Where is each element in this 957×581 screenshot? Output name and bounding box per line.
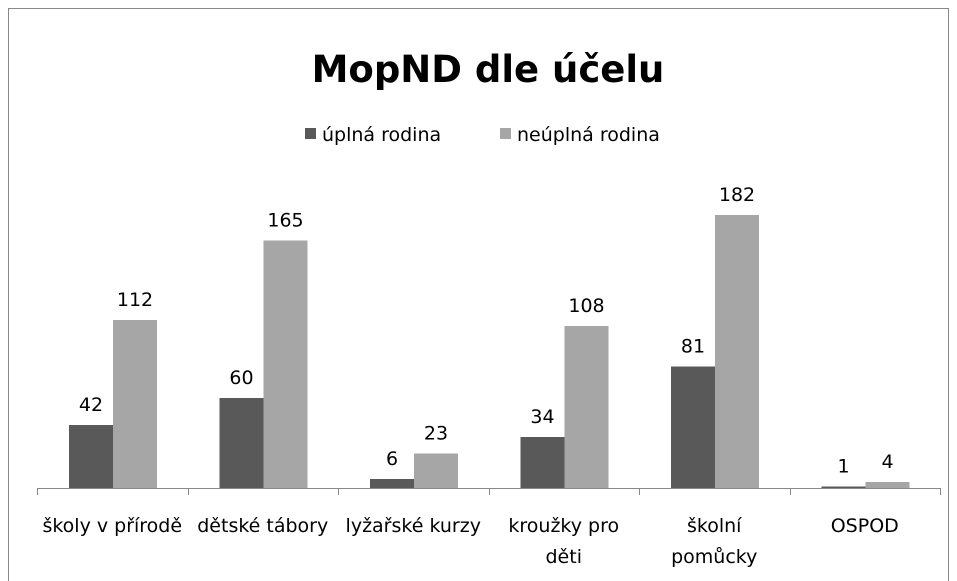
bar — [113, 320, 157, 488]
x-tick-label: školy v přírodě — [42, 515, 182, 537]
x-tick-label: lyžařské kurzy — [346, 515, 481, 537]
bar — [865, 482, 910, 488]
data-label: 165 — [267, 210, 303, 232]
x-tick-label: kroužky pro děti — [508, 515, 619, 568]
data-label: 108 — [568, 295, 604, 317]
legend-label: neúplná rodina — [517, 124, 660, 146]
x-tick-label: OSPOD — [831, 515, 899, 537]
legend-swatch — [500, 128, 511, 139]
bar — [520, 437, 565, 488]
data-label: 23 — [424, 423, 448, 445]
bar — [69, 425, 113, 488]
data-label: 81 — [681, 336, 705, 358]
bar — [414, 453, 458, 488]
data-label: 60 — [229, 367, 253, 389]
legend-swatch — [305, 128, 316, 139]
bar — [370, 479, 414, 488]
bar — [671, 366, 715, 488]
bar — [821, 486, 866, 488]
bar — [219, 398, 264, 488]
bar — [564, 326, 609, 488]
chart-title: MopND dle účelu — [312, 48, 665, 91]
data-label: 1 — [837, 456, 849, 478]
data-label: 4 — [881, 451, 893, 473]
chart-frame — [8, 8, 949, 581]
data-label: 182 — [719, 184, 755, 206]
bar — [715, 215, 759, 488]
data-label: 112 — [117, 289, 153, 311]
legend-label: úplná rodina — [322, 124, 441, 146]
x-tick-label: školní pomůcky — [671, 515, 757, 568]
data-label: 42 — [79, 394, 103, 416]
data-label: 34 — [530, 406, 554, 428]
bar — [263, 240, 308, 488]
data-label: 6 — [386, 448, 398, 470]
x-tick-label: dětské tábory — [197, 515, 328, 537]
